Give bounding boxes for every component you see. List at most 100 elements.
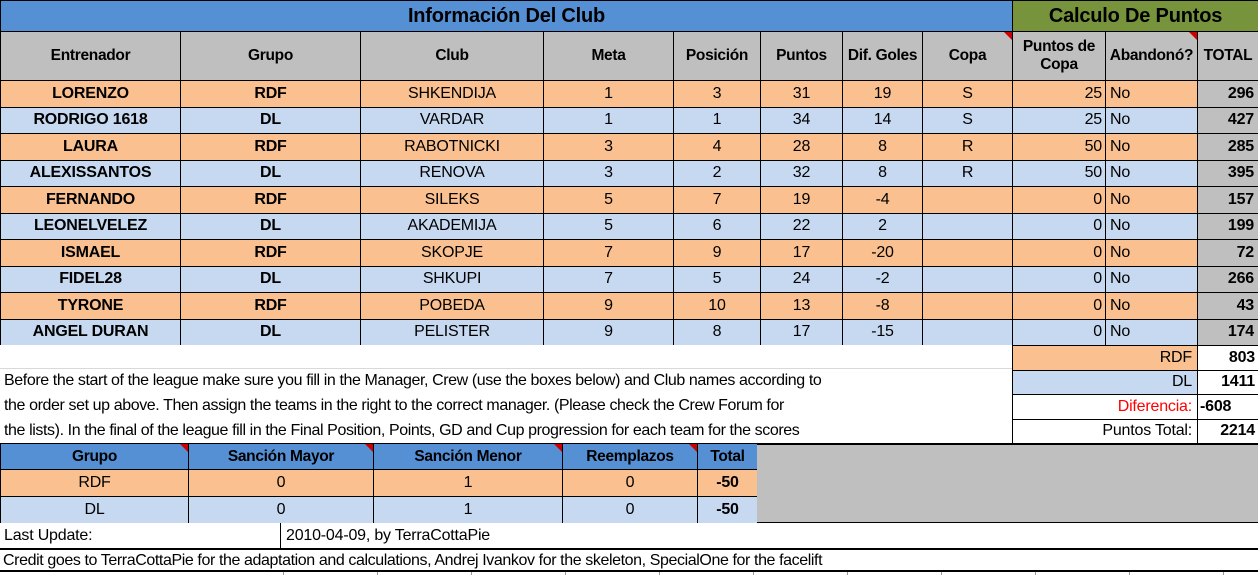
cell-puntos-copa[interactable]: 0 xyxy=(1012,265,1106,293)
cell-total[interactable]: -50 xyxy=(697,496,758,524)
summary-label-rdf[interactable]: RDF xyxy=(1012,345,1198,371)
cell-posicion[interactable]: 1 xyxy=(673,106,761,134)
cell-sancion-mayor[interactable]: 0 xyxy=(188,469,374,497)
cell-puntos[interactable]: 22 xyxy=(760,212,843,240)
cell-puntos-copa[interactable]: 0 xyxy=(1012,186,1106,214)
last-update-label[interactable]: Last Update: xyxy=(0,523,281,548)
cell-copa[interactable]: S xyxy=(922,106,1013,134)
cell-entrenador[interactable]: LORENZO xyxy=(0,80,181,108)
cell-grupo[interactable]: DL xyxy=(180,318,361,346)
cell-copa[interactable] xyxy=(922,186,1013,214)
cell-total[interactable]: -50 xyxy=(697,469,758,497)
cell-copa[interactable]: R xyxy=(922,159,1013,187)
cell-puntos[interactable]: 24 xyxy=(760,265,843,293)
cell-grupo[interactable]: DL xyxy=(180,265,361,293)
cell-dif-goles[interactable]: 19 xyxy=(842,80,923,108)
cell-dif-goles[interactable]: -8 xyxy=(842,292,923,320)
sanctions-header-reemplazos[interactable]: Reemplazos xyxy=(562,443,698,470)
cell-entrenador[interactable]: FERNANDO xyxy=(0,186,181,214)
cell-copa[interactable]: S xyxy=(922,80,1013,108)
cell-abandono[interactable]: No xyxy=(1105,239,1198,267)
cell-meta[interactable]: 7 xyxy=(543,265,674,293)
cell-puntos-copa[interactable]: 50 xyxy=(1012,133,1106,161)
column-header-entrenador[interactable]: Entrenador xyxy=(0,31,181,81)
cell-copa[interactable]: R xyxy=(922,133,1013,161)
summary-value-dl[interactable]: 1411 xyxy=(1197,369,1258,395)
cell-total[interactable]: 266 xyxy=(1197,265,1258,293)
cell-club[interactable]: SHKUPI xyxy=(360,265,544,293)
cell-grupo[interactable]: DL xyxy=(180,159,361,187)
cell-grupo[interactable]: DL xyxy=(180,106,361,134)
cell-abandono[interactable]: No xyxy=(1105,186,1198,214)
cell-abandono[interactable]: No xyxy=(1105,265,1198,293)
cell-entrenador[interactable]: ISMAEL xyxy=(0,239,181,267)
cell-puntos-copa[interactable]: 0 xyxy=(1012,318,1106,346)
column-header-club[interactable]: Club xyxy=(360,31,544,81)
column-header-puntos[interactable]: Puntos xyxy=(760,31,843,81)
column-header-posicion[interactable]: Posición xyxy=(673,31,761,81)
cell-abandono[interactable]: No xyxy=(1105,133,1198,161)
cell-copa[interactable] xyxy=(922,318,1013,346)
cell-grupo[interactable]: DL xyxy=(180,212,361,240)
cell-entrenador[interactable]: ANGEL DURAN xyxy=(0,318,181,346)
cell-entrenador[interactable]: TYRONE xyxy=(0,292,181,320)
summary-value-puntos-total[interactable]: 2214 xyxy=(1197,418,1258,445)
summary-value-diferencia[interactable]: -608 xyxy=(1197,394,1258,420)
summary-value-rdf[interactable]: 803 xyxy=(1197,345,1258,371)
summary-label-diferencia[interactable]: Diferencia: xyxy=(1012,394,1198,420)
cell-copa[interactable] xyxy=(922,292,1013,320)
cell-meta[interactable]: 3 xyxy=(543,159,674,187)
cell-club[interactable]: PELISTER xyxy=(360,318,544,346)
cell-abandono[interactable]: No xyxy=(1105,106,1198,134)
cell-total[interactable]: 43 xyxy=(1197,292,1258,320)
cell-club[interactable]: AKADEMIJA xyxy=(360,212,544,240)
cell-posicion[interactable]: 5 xyxy=(673,265,761,293)
cell-dif-goles[interactable]: 8 xyxy=(842,159,923,187)
cell-club[interactable]: SKOPJE xyxy=(360,239,544,267)
cell-posicion[interactable]: 2 xyxy=(673,159,761,187)
cell-meta[interactable]: 7 xyxy=(543,239,674,267)
column-header-copa[interactable]: Copa xyxy=(922,31,1013,81)
cell-dif-goles[interactable]: -15 xyxy=(842,318,923,346)
cell-dif-goles[interactable]: 14 xyxy=(842,106,923,134)
cell-abandono[interactable]: No xyxy=(1105,80,1198,108)
cell-posicion[interactable]: 8 xyxy=(673,318,761,346)
cell-meta[interactable]: 1 xyxy=(543,106,674,134)
cell-meta[interactable]: 5 xyxy=(543,212,674,240)
cell-meta[interactable]: 1 xyxy=(543,80,674,108)
sanctions-header-sancion-menor[interactable]: Sanción Menor xyxy=(373,443,563,470)
sanctions-header-total[interactable]: Total xyxy=(697,443,758,470)
cell-grupo[interactable]: RDF xyxy=(180,292,361,320)
cell-meta[interactable]: 5 xyxy=(543,186,674,214)
cell-total[interactable]: 199 xyxy=(1197,212,1258,240)
cell-puntos[interactable]: 13 xyxy=(760,292,843,320)
cell-copa[interactable] xyxy=(922,212,1013,240)
cell-abandono[interactable]: No xyxy=(1105,212,1198,240)
cell-posicion[interactable]: 6 xyxy=(673,212,761,240)
cell-posicion[interactable]: 4 xyxy=(673,133,761,161)
cell-total[interactable]: 157 xyxy=(1197,186,1258,214)
cell-puntos[interactable]: 19 xyxy=(760,186,843,214)
cell-reemplazos[interactable]: 0 xyxy=(562,469,698,497)
cell-entrenador[interactable]: LAURA xyxy=(0,133,181,161)
column-header-grupo[interactable]: Grupo xyxy=(180,31,361,81)
cell-puntos-copa[interactable]: 0 xyxy=(1012,212,1106,240)
cell-copa[interactable] xyxy=(922,265,1013,293)
cell-dif-goles[interactable]: -4 xyxy=(842,186,923,214)
cell-puntos-copa[interactable]: 25 xyxy=(1012,80,1106,108)
cell-copa[interactable] xyxy=(922,239,1013,267)
cell-puntos[interactable]: 17 xyxy=(760,239,843,267)
cell-sancion-mayor[interactable]: 0 xyxy=(188,496,374,524)
cell-meta[interactable]: 3 xyxy=(543,133,674,161)
cell-grupo[interactable]: DL xyxy=(0,496,189,524)
cell-reemplazos[interactable]: 0 xyxy=(562,496,698,524)
cell-grupo[interactable]: RDF xyxy=(0,469,189,497)
cell-puntos[interactable]: 28 xyxy=(760,133,843,161)
cell-puntos[interactable]: 17 xyxy=(760,318,843,346)
cell-meta[interactable]: 9 xyxy=(543,318,674,346)
cell-abandono[interactable]: No xyxy=(1105,318,1198,346)
cell-posicion[interactable]: 7 xyxy=(673,186,761,214)
cell-sancion-menor[interactable]: 1 xyxy=(373,469,563,497)
cell-puntos[interactable]: 31 xyxy=(760,80,843,108)
cell-club[interactable]: SHKENDIJA xyxy=(360,80,544,108)
